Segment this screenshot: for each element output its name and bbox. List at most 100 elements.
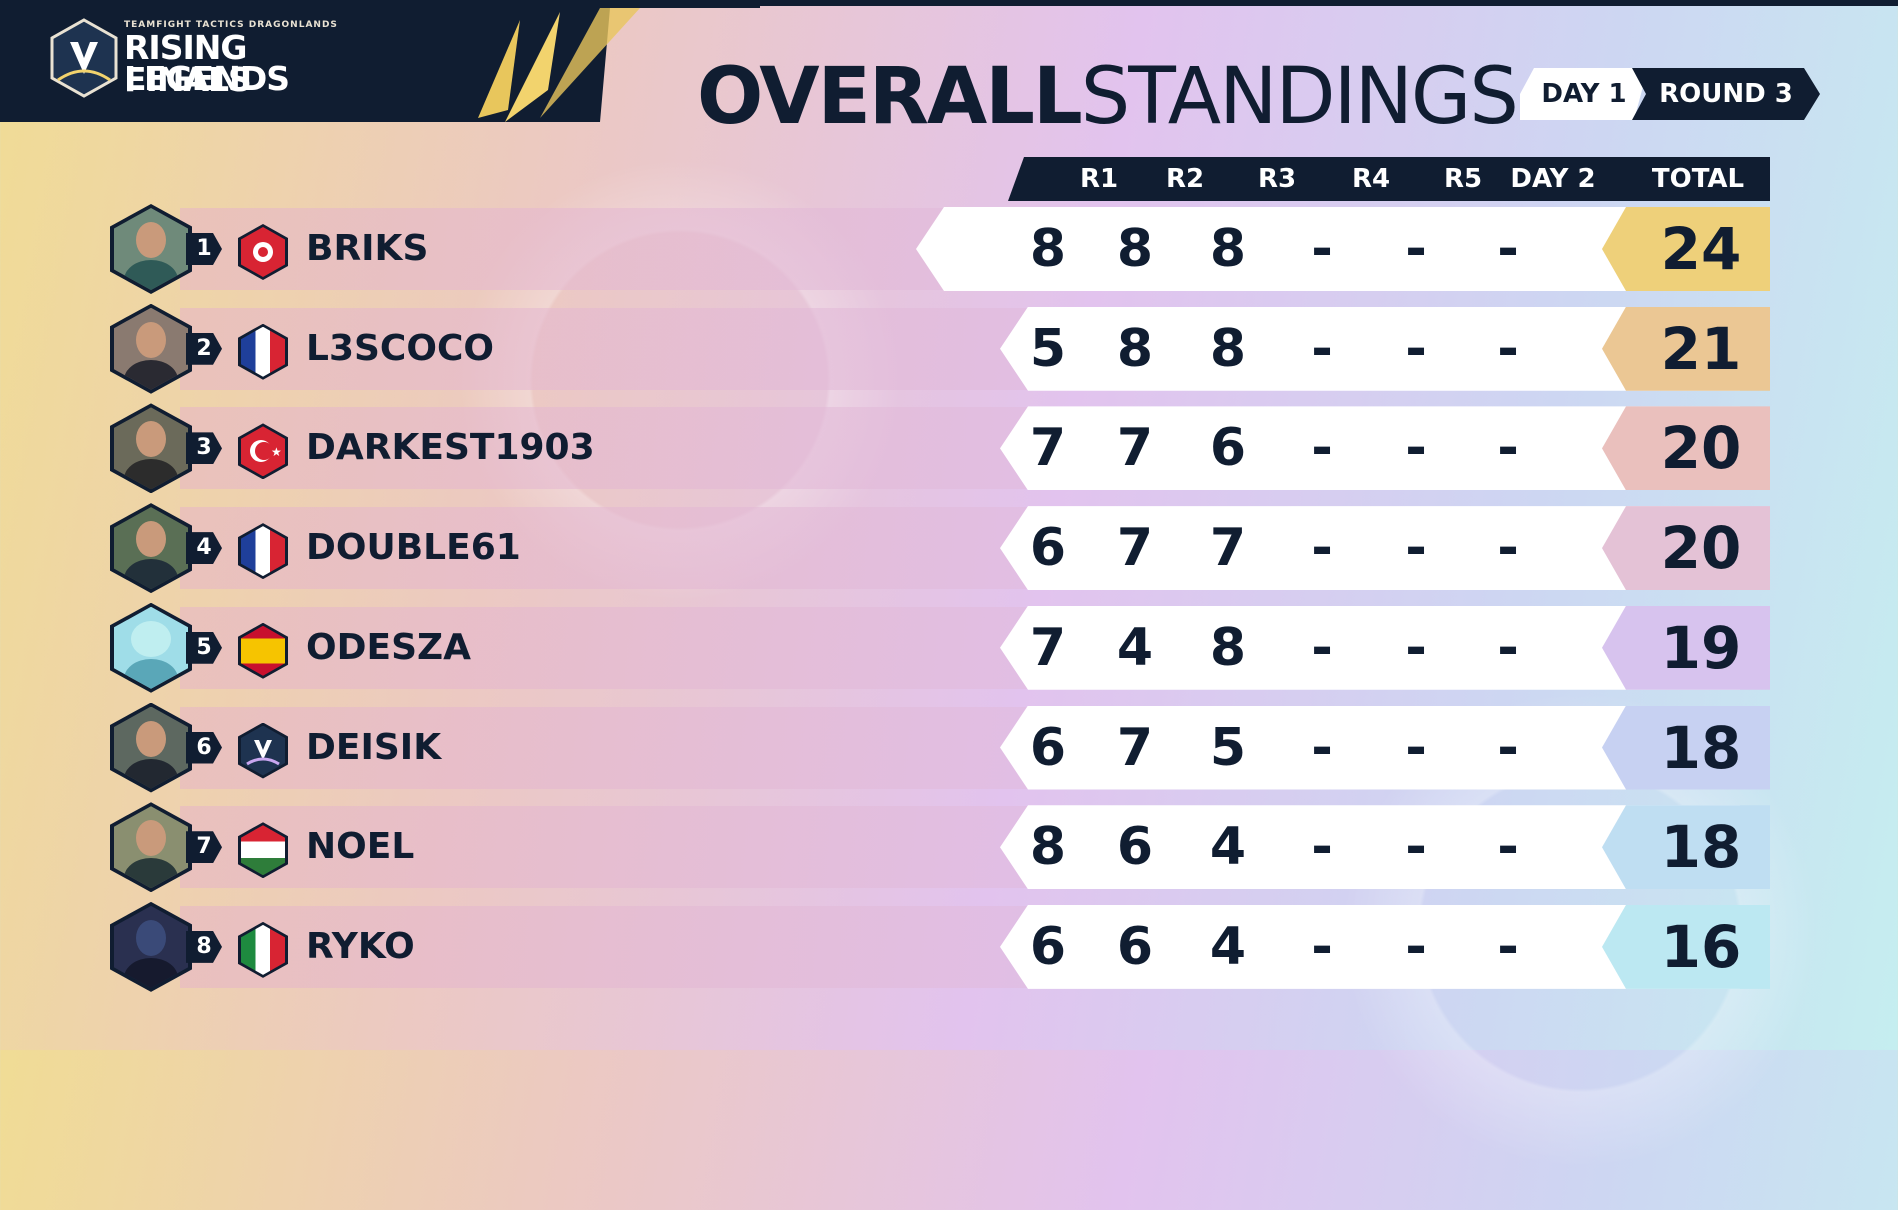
round-score-r5: - — [1405, 717, 1427, 778]
round-indicator: ROUND 3 — [1632, 68, 1820, 120]
column-header-total: TOTAL — [1651, 164, 1745, 194]
round-score-r5: - — [1405, 318, 1427, 379]
round-score-r5: - — [1405, 219, 1427, 279]
table-row: 2 L3SCOCO 5 8 8- - -21 — [110, 303, 1770, 394]
round-score-r3: 5 — [1209, 717, 1247, 778]
total-panel — [1602, 207, 1770, 291]
table-row: 3 ★ DARKEST1903 7 7 6- - -20 — [110, 403, 1770, 494]
total-panel — [1602, 705, 1770, 790]
round-score-r4: - — [1311, 318, 1333, 379]
round-score-r3: 4 — [1209, 916, 1247, 977]
france-flag-icon — [238, 323, 288, 380]
round-score-r3: 7 — [1209, 518, 1247, 579]
table-row: 5 ODESZA 7 4 8- - -19 — [110, 602, 1770, 693]
round-score-r2: 7 — [1116, 518, 1154, 579]
round-score-r2: 8 — [1116, 318, 1154, 379]
round-score-r4: - — [1311, 617, 1333, 678]
round-score-r3: 8 — [1209, 219, 1247, 279]
round-score-day2: - — [1497, 817, 1519, 878]
round-score-day2: - — [1497, 617, 1519, 678]
round-score-r5: - — [1405, 916, 1427, 977]
round-score-day2: - — [1497, 418, 1519, 479]
player-name: DOUBLE61 — [306, 527, 521, 569]
total-score: 16 — [1660, 912, 1742, 981]
round-score-r5: - — [1405, 817, 1427, 878]
event-title-finals: FINALS — [124, 60, 252, 99]
table-row: 6 DEISIK 6 7 5- - -18 — [110, 702, 1770, 793]
round-score-r4: - — [1311, 418, 1333, 479]
round-score-r4: - — [1311, 916, 1333, 977]
rising-legends-emblem-icon — [50, 18, 118, 98]
round-score-r4: - — [1311, 219, 1333, 279]
title-bold: OVERALL — [697, 52, 1083, 142]
player-name: DEISIK — [306, 726, 442, 768]
round-score-r5: - — [1405, 418, 1427, 479]
total-panel — [1602, 904, 1770, 989]
event-subtitle: TEAMFIGHT TACTICS DRAGONLANDS — [124, 20, 338, 30]
round-score-r3: 4 — [1209, 817, 1247, 878]
round-score-r3: 8 — [1209, 318, 1247, 379]
event-title: RISING LEGENDS — [124, 28, 290, 98]
rank-badge: 2 — [186, 332, 222, 365]
player-name: L3SCOCO — [306, 327, 494, 369]
round-score-day2: - — [1497, 219, 1519, 279]
total-score: 19 — [1660, 613, 1742, 682]
round-score-r3: 8 — [1209, 617, 1247, 678]
round-score-r1: 8 — [1029, 219, 1067, 279]
round-score-day2: - — [1497, 318, 1519, 379]
total-score: 20 — [1660, 414, 1742, 483]
column-header: R1 R2 R3 R4 R5 DAY 2 TOTAL — [1008, 157, 1770, 201]
round-score-r2: 6 — [1116, 817, 1154, 878]
page-title: OVERALLSTANDINGS — [697, 52, 1519, 142]
round-score-day2: - — [1497, 916, 1519, 977]
round-score-r1: 6 — [1029, 717, 1067, 778]
column-header-r5: R5 — [1443, 164, 1483, 194]
day-indicator: DAY 1 — [1520, 68, 1648, 120]
column-header-r4: R4 — [1351, 164, 1391, 194]
column-header-r1: R1 — [1079, 164, 1119, 194]
player-name: BRIKS — [306, 228, 429, 269]
player-name: NOEL — [306, 826, 415, 868]
table-row: 4 DOUBLE61 6 7 7- - -20 — [110, 503, 1770, 594]
round-score-r5: - — [1405, 518, 1427, 579]
table-row: 1 BRIKS 8 8 8- - -24 — [110, 204, 1770, 294]
title-light: STANDINGS — [1080, 52, 1519, 142]
column-header-r2: R2 — [1165, 164, 1205, 194]
player-name: RYKO — [306, 925, 415, 967]
round-score-r2: 6 — [1116, 916, 1154, 977]
total-score: 20 — [1660, 514, 1742, 583]
round-score-r1: 7 — [1029, 617, 1067, 678]
round-score-r1: 6 — [1029, 518, 1067, 579]
rank-badge: 3 — [186, 432, 222, 465]
event-logo: TEAMFIGHT TACTICS DRAGONLANDS RISING LEG… — [50, 18, 410, 106]
table-row: 7 NOEL 8 6 4- - -18 — [110, 802, 1770, 893]
round-score-day2: - — [1497, 717, 1519, 778]
round-score-r2: 7 — [1116, 717, 1154, 778]
round-score-r4: - — [1311, 817, 1333, 878]
total-score: 18 — [1660, 813, 1742, 882]
round-score-r5: - — [1405, 617, 1427, 678]
round-score-r4: - — [1311, 717, 1333, 778]
round-score-r1: 8 — [1029, 817, 1067, 878]
total-panel — [1602, 805, 1770, 890]
total-score: 21 — [1660, 314, 1742, 383]
top-banner — [0, 0, 1898, 122]
round-score-r2: 7 — [1116, 418, 1154, 479]
round-score-r2: 4 — [1116, 617, 1154, 678]
round-score-r1: 7 — [1029, 418, 1067, 479]
total-panel — [1602, 506, 1770, 591]
table-row: 8 RYKO 6 6 4- - -16 — [110, 901, 1770, 992]
player-name: ODESZA — [306, 626, 471, 668]
round-score-day2: - — [1497, 518, 1519, 579]
round-score-r1: 6 — [1029, 916, 1067, 977]
total-score: 18 — [1660, 713, 1742, 782]
turkey-flag-icon: ★ — [238, 423, 288, 480]
player-name: DARKEST1903 — [306, 427, 595, 469]
player-avatar — [110, 303, 192, 394]
total-score: 24 — [1660, 215, 1742, 283]
column-header-r3: R3 — [1257, 164, 1297, 194]
round-score-r4: - — [1311, 518, 1333, 579]
total-panel — [1602, 406, 1770, 491]
round-score-r3: 6 — [1209, 418, 1247, 479]
total-panel — [1602, 306, 1770, 391]
